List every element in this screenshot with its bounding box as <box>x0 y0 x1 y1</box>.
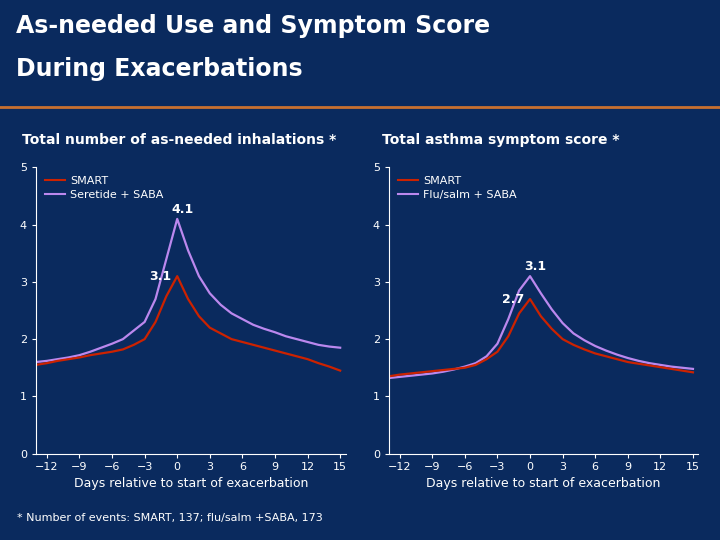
Text: 3.1: 3.1 <box>524 260 546 273</box>
Text: Total asthma symptom score *: Total asthma symptom score * <box>382 133 619 147</box>
Text: * Number of events: SMART, 137; flu/salm +SABA, 173: * Number of events: SMART, 137; flu/salm… <box>17 514 323 523</box>
Text: 4.1: 4.1 <box>171 203 194 216</box>
Text: 2.7: 2.7 <box>503 293 525 306</box>
Legend: SMART, Flu/salm + SABA: SMART, Flu/salm + SABA <box>395 173 521 203</box>
Text: Total number of as-needed inhalations *: Total number of as-needed inhalations * <box>22 133 336 147</box>
Text: As-needed Use and Symptom Score: As-needed Use and Symptom Score <box>16 14 490 38</box>
X-axis label: Days relative to start of exacerbation: Days relative to start of exacerbation <box>426 477 661 490</box>
Text: During Exacerbations: During Exacerbations <box>16 57 302 81</box>
X-axis label: Days relative to start of exacerbation: Days relative to start of exacerbation <box>73 477 308 490</box>
Legend: SMART, Seretide + SABA: SMART, Seretide + SABA <box>42 173 167 203</box>
Text: 3.1: 3.1 <box>150 269 172 282</box>
